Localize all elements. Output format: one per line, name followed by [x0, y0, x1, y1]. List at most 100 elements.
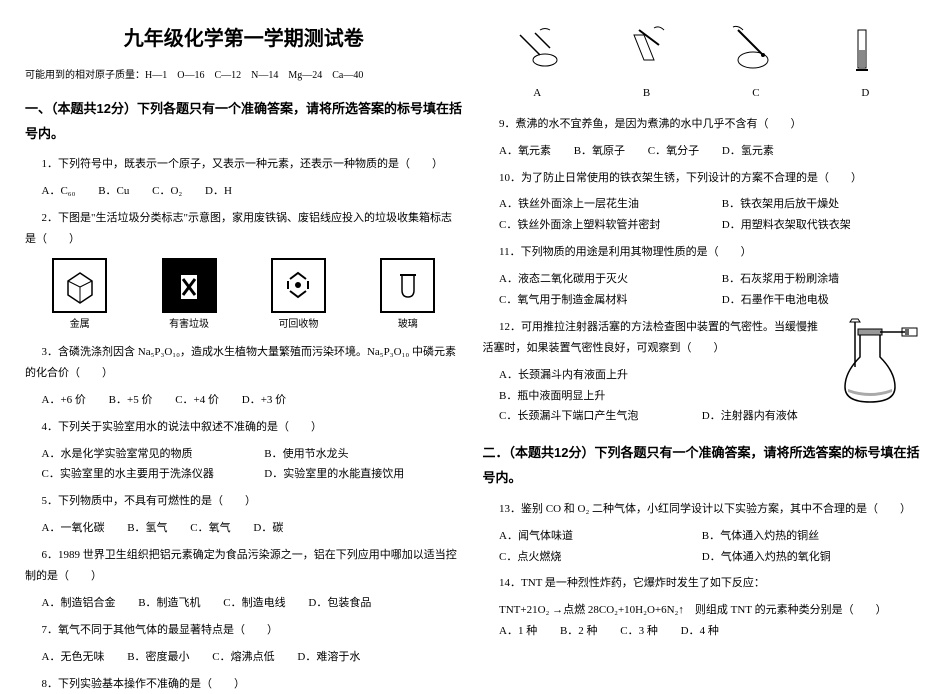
- q13-a: A．闻气体味道: [499, 526, 679, 547]
- q5-options: A．一氧化碳 B．氢气 C．氧气 D．碳: [42, 518, 463, 539]
- q13-text: 13．鉴别 CO 和 O₂ 二种气体，小红同学设计以下实验方案，其中不合理的是（…: [483, 499, 921, 520]
- q10-c: C．铁丝外面涂上塑料软管并密封: [499, 215, 699, 236]
- q10-b: B．铁衣架用后放干燥处: [722, 194, 839, 215]
- label-recyclable: 可回收物: [271, 315, 326, 334]
- q9-text: 9．煮沸的水不宜养鱼，是因为煮沸的水中几乎不含有（ ）: [483, 114, 921, 135]
- q9-d: D．氢元素: [722, 141, 774, 162]
- recycle-icons-row: 金属 有害垃圾 可回收物: [25, 258, 463, 334]
- q3-d: D．+3 价: [242, 390, 286, 411]
- q6-c: C．制造电线: [223, 593, 285, 614]
- diag-c-label: C: [726, 83, 786, 104]
- diagram-b: B: [617, 25, 677, 104]
- diagram-a-svg: [510, 25, 565, 75]
- diagram-c-svg: [728, 25, 783, 75]
- q11-text: 11．下列物质的用途是利用其物理性质的是（ ）: [483, 242, 921, 263]
- diagram-d: D: [835, 25, 895, 104]
- q7-options: A．无色无味 B．密度最小 C．熔沸点低 D．难溶于水: [42, 647, 463, 668]
- q4-a: A．水是化学实验室常见的物质: [42, 444, 242, 465]
- left-column: 九年级化学第一学期测试卷 可能用到的相对原子质量：H—1 O—16 C—12 N…: [15, 20, 473, 648]
- q11-b: B．石灰浆用于粉刷涂墙: [722, 269, 839, 290]
- q12-block: 12．可用推拉注射器活塞的方法检查图中装置的气密性。当缓慢推活塞时，如果装置气密…: [483, 317, 921, 427]
- q1-b: B．Cu: [98, 181, 129, 202]
- q3-options: A．+6 价 B．+5 价 C．+4 价 D．+3 价: [42, 390, 463, 411]
- q5-text: 5．下列物质中，不具有可燃性的是（ ）: [25, 491, 463, 512]
- q3-a: A．+6 价: [42, 390, 86, 411]
- icon-recyclable: 可回收物: [271, 258, 326, 334]
- diag-d-label: D: [835, 83, 895, 104]
- q8-diagrams: A B C D: [483, 25, 921, 104]
- section-2-header: 二．（本题共12分）下列各题只有一个准确答案，请将所选答案的标号填在括号内。: [483, 441, 921, 490]
- q3-c: C．+4 价: [175, 390, 219, 411]
- icon-glass: 玻璃: [380, 258, 435, 334]
- q5-a: A．一氧化碳: [42, 518, 105, 539]
- q12-a: A．长颈漏斗内有液面上升: [499, 365, 679, 386]
- q10-d: D．用塑料衣架取代铁衣架: [722, 215, 851, 236]
- section-1-header: 一、（本题共12分）下列各题只有一个准确答案，请将所选答案的标号填在括号内。: [25, 97, 463, 146]
- diagram-b-svg: [619, 25, 674, 75]
- label-harmful: 有害垃圾: [162, 315, 217, 334]
- q3-text: 3．含磷洗涤剂因含 Na₅P₃O₁₀，造成水生植物大量繁殖而污染环境。Na₅P₃…: [25, 342, 463, 384]
- q6-b: B．制造飞机: [138, 593, 200, 614]
- q4-d: D．实验室里的水能直接饮用: [264, 464, 404, 485]
- q5-c: C．氧气: [190, 518, 230, 539]
- q1-d: D．H: [205, 181, 232, 202]
- q12-d: D．注射器内有液体: [702, 406, 798, 427]
- q14-text: 14．TNT 是一种烈性炸药，它爆炸时发生了如下反应：: [483, 573, 921, 594]
- q10-a: A．铁丝外面涂上一层花生油: [499, 194, 699, 215]
- flask-apparatus-icon: [830, 317, 920, 407]
- q4-options: A．水是化学实验室常见的物质 B．使用节水龙头 C．实验室里的水主要用于洗涤仪器…: [42, 444, 463, 486]
- q11-options: A．液态二氧化碳用于灭火 B．石灰浆用于粉刷涂墙 C．氧气用于制造金属材料 D．…: [499, 269, 920, 311]
- q11-d: D．石墨作干电池电极: [722, 290, 829, 311]
- diagram-d-svg: [838, 25, 893, 75]
- q1-a: A．C₆₀: [42, 181, 76, 202]
- q9-c: C．氧分子: [648, 141, 699, 162]
- diagram-c: C: [726, 25, 786, 104]
- icon-metal: 金属: [52, 258, 107, 334]
- q6-options: A．制造铝合金 B．制造飞机 C．制造电线 D．包装食品: [42, 593, 463, 614]
- q7-a: A．无色无味: [42, 647, 105, 668]
- q10-text: 10．为了防止日常使用的铁衣架生锈，下列设计的方案不合理的是（ ）: [483, 168, 921, 189]
- q14-d: D．4 种: [681, 621, 719, 642]
- q11-c: C．氧气用于制造金属材料: [499, 290, 699, 311]
- q1-text: 1．下列符号中，既表示一个原子，又表示一种元素，还表示一种物质的是（ ）: [25, 154, 463, 175]
- atomic-masses: 可能用到的相对原子质量：H—1 O—16 C—12 N—14 Mg—24 Ca—…: [25, 66, 463, 85]
- q4-c: C．实验室里的水主要用于洗涤仪器: [42, 464, 242, 485]
- q7-b: B．密度最小: [127, 647, 189, 668]
- q14-equation: TNT+21O₂ →点燃 28CO₂+10H₂O+6N₂↑ 则组成 TNT 的元…: [499, 600, 920, 621]
- q4-b: B．使用节水龙头: [264, 444, 348, 465]
- q14-b: B．2 种: [560, 621, 598, 642]
- q3-b: B．+5 价: [109, 390, 153, 411]
- q13-b: B．气体通入灼热的铜丝: [702, 526, 819, 547]
- q5-d: D．碳: [253, 518, 283, 539]
- q1-c: C．O₂: [152, 181, 182, 202]
- glass-icon: [388, 265, 428, 305]
- q6-a: A．制造铝合金: [42, 593, 116, 614]
- q2-text: 2．下图是"生活垃圾分类标志"示意图，家用废铁锅、废铝线应投入的垃圾收集箱标志是…: [25, 208, 463, 250]
- right-column: A B C D 9: [473, 20, 931, 648]
- q13-options: A．闻气体味道 B．气体通入灼热的铜丝 C．点火燃烧 D．气体通入灼热的氧化铜: [499, 526, 920, 568]
- q10-options: A．铁丝外面涂上一层花生油 B．铁衣架用后放干燥处 C．铁丝外面涂上塑料软管并密…: [499, 194, 920, 236]
- q11-a: A．液态二氧化碳用于灭火: [499, 269, 699, 290]
- q12-c: C．长颈漏斗下端口产生气泡: [499, 406, 679, 427]
- label-glass: 玻璃: [380, 315, 435, 334]
- icon-harmful: 有害垃圾: [162, 258, 217, 334]
- harmful-icon: [169, 265, 209, 305]
- q9-a: A．氧元素: [499, 141, 551, 162]
- recyclable-icon: [278, 265, 318, 305]
- q14-a: A．1 种: [499, 621, 537, 642]
- q4-text: 4．下列关于实验室用水的说法中叙述不准确的是（ ）: [25, 417, 463, 438]
- q7-d: D．难溶于水: [297, 647, 360, 668]
- q13-c: C．点火燃烧: [499, 547, 679, 568]
- metal-icon: [60, 265, 100, 305]
- q14-options: A．1 种 B．2 种 C．3 种 D．4 种: [499, 621, 920, 642]
- q13-d: D．气体通入灼热的氧化铜: [702, 547, 831, 568]
- exam-title: 九年级化学第一学期测试卷: [25, 20, 463, 58]
- q6-d: D．包装食品: [308, 593, 371, 614]
- q8-text: 8．下列实验基本操作不准确的是（ ）: [25, 674, 463, 694]
- q14-c: C．3 种: [620, 621, 658, 642]
- q9-options: A．氧元素 B．氧原子 C．氧分子 D．氢元素: [499, 141, 920, 162]
- q9-b: B．氧原子: [574, 141, 625, 162]
- q7-text: 7．氧气不同于其他气体的最显著特点是（ ）: [25, 620, 463, 641]
- q7-c: C．熔沸点低: [212, 647, 274, 668]
- label-metal: 金属: [52, 315, 107, 334]
